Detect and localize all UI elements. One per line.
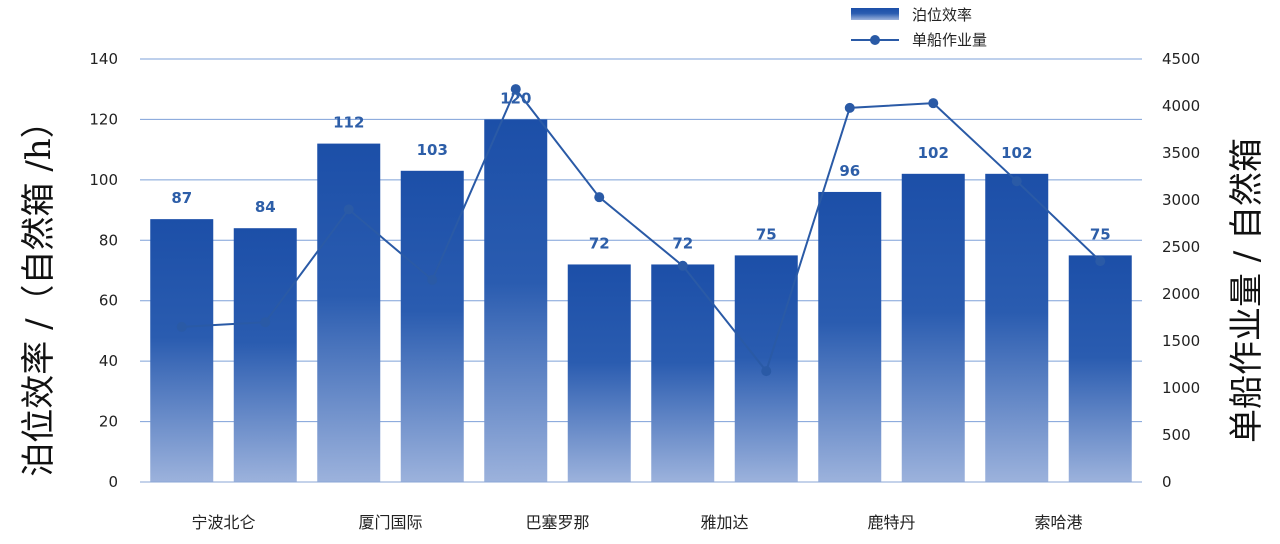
- line-point: [510, 84, 521, 95]
- y-right-tick-label: 2000: [1162, 285, 1200, 303]
- legend-line-marker: [870, 35, 880, 45]
- bar-data-label: 72: [672, 234, 693, 252]
- bar: [484, 119, 548, 482]
- bar: [567, 264, 631, 482]
- y-right-tick-label: 3500: [1162, 144, 1200, 162]
- bar-data-label: 102: [918, 144, 949, 162]
- line-point: [677, 260, 688, 271]
- bar-data-label: 112: [333, 114, 364, 132]
- bar-data-label: 87: [171, 189, 192, 207]
- bar: [317, 143, 381, 482]
- bar-data-label: 75: [1090, 225, 1111, 243]
- y-left-tick-label: 40: [99, 352, 118, 370]
- y-right-axis-title: 单船作业量 / 自然箱: [1227, 138, 1267, 443]
- line-point: [1095, 256, 1106, 267]
- y-right-tick-label: 500: [1162, 426, 1191, 444]
- y-right-tick-label: 4500: [1162, 50, 1200, 68]
- x-tick-label: 索哈港: [1034, 513, 1082, 532]
- bar: [150, 219, 214, 482]
- line-path: [181, 87, 1101, 374]
- x-tick-label: 厦门国际: [358, 513, 422, 532]
- bar: [651, 264, 715, 482]
- legend-bar-swatch: [851, 8, 899, 20]
- line-point: [928, 98, 939, 109]
- line-point: [844, 102, 855, 113]
- y-left-tick-label: 60: [99, 292, 118, 310]
- bar: [400, 170, 464, 483]
- bar-data-label: 96: [839, 162, 860, 180]
- y-left-axis-title: 泊位效率 /（自然箱 /h）: [19, 104, 59, 476]
- line-point: [343, 204, 354, 215]
- data-labels: 87 84 112 103 120 72 72 75 96 102 102 75: [171, 89, 1110, 252]
- axes: 0 20 40 60 80 100 120 140 0 500 1000 1500 2000 2500 30…: [19, 50, 1267, 532]
- y-left-tick-label: 120: [89, 110, 118, 128]
- y-left-tick-label: 80: [99, 231, 118, 249]
- line-series: [176, 84, 1106, 377]
- line-point: [427, 274, 438, 285]
- y-left-tick-label: 20: [99, 413, 118, 431]
- bar: [985, 173, 1049, 483]
- legend-label-line: 单船作业量: [912, 31, 987, 49]
- bar-data-label: 120: [500, 89, 531, 107]
- x-tick-label: 宁波北仑: [191, 513, 255, 532]
- y-right-tick-label: 3000: [1162, 191, 1200, 209]
- y-right-tick-label: 2500: [1162, 238, 1200, 256]
- grid-lines: [140, 58, 1142, 423]
- y-right-tick-label: 1500: [1162, 332, 1200, 350]
- x-tick-label: 雅加达: [700, 513, 748, 532]
- bar-data-label: 84: [255, 198, 276, 216]
- y-right-tick-label: 0: [1162, 473, 1172, 491]
- bar: [233, 228, 297, 482]
- y-left-tick-label: 140: [89, 50, 118, 68]
- bar-data-label: 103: [417, 141, 448, 159]
- legend-label-bar: 泊位效率: [912, 6, 972, 24]
- bar: [901, 173, 965, 483]
- bar-series: [150, 119, 1132, 483]
- x-tick-label: 鹿特丹: [867, 513, 915, 532]
- y-left-tick-label: 100: [89, 171, 118, 189]
- bar-data-label: 75: [756, 225, 777, 243]
- y-left-tick-label: 0: [108, 473, 118, 491]
- bar-data-label: 102: [1001, 144, 1032, 162]
- line-point: [594, 192, 605, 203]
- bar-data-label: 72: [589, 234, 610, 252]
- line-point: [761, 366, 772, 377]
- line-point: [176, 321, 187, 332]
- line-point: [260, 317, 271, 328]
- bar: [1068, 255, 1132, 482]
- bar: [818, 191, 882, 482]
- y-right-tick-label: 4000: [1162, 97, 1200, 115]
- y-right-tick-label: 1000: [1162, 379, 1200, 397]
- x-tick-label: 巴塞罗那: [525, 513, 589, 532]
- line-point: [1011, 176, 1022, 187]
